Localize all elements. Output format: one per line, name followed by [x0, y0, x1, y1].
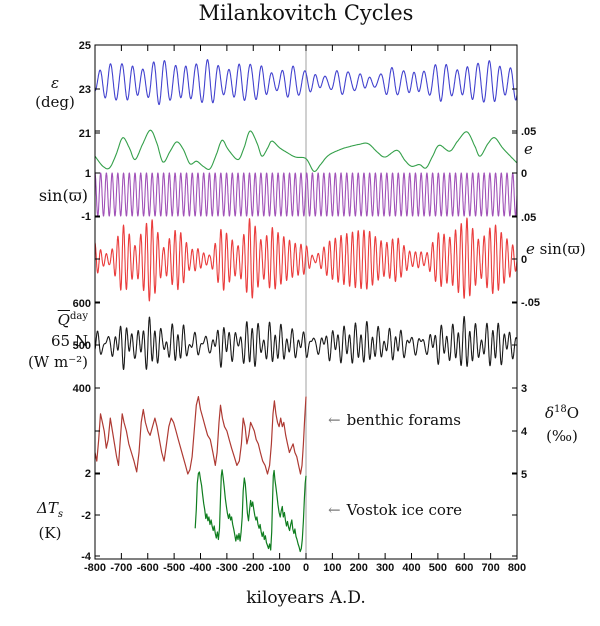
x-tick-label: -100: [269, 562, 291, 574]
x-tick-label: -300: [216, 562, 238, 574]
left-arrow-icon: ←: [328, 411, 341, 429]
x-tick-label: 100: [323, 562, 341, 574]
y-tick-label-eccentricity: 0: [521, 168, 527, 180]
y-tick-label-insolation: 600: [73, 298, 91, 310]
x-tick-label: 800: [508, 562, 526, 574]
x-tick-label: -800: [84, 562, 106, 574]
series-benthic-curve: [95, 396, 307, 475]
x-tick-label: -400: [189, 562, 211, 574]
x-tick-label: -700: [110, 562, 132, 574]
x-tick-label: 400: [402, 562, 420, 574]
y-tick-label-obliquity: 23: [79, 84, 91, 96]
insolation-axis-label: Qday 65 N (W m⁻²): [27, 311, 88, 371]
eccentricity-axis-label: e: [524, 140, 533, 158]
y-tick-label-benthic: 3: [521, 383, 527, 395]
x-tick-label: 600: [455, 562, 473, 574]
esinw-axis-label: e sin(ϖ): [526, 240, 586, 258]
y-tick-label-benthic: 4: [521, 426, 528, 438]
x-axis-label: kiloyears A.D.: [246, 588, 366, 608]
x-tick-label: -200: [242, 562, 264, 574]
obliquity-axis-label: ε (deg): [20, 74, 90, 112]
x-tick-label: -500: [163, 562, 185, 574]
y-tick-label-esinw: 0: [521, 254, 527, 266]
y-tick-label-esinw: .05: [521, 212, 536, 224]
series-insolation-curve: [95, 315, 517, 371]
x-tick-label: 700: [481, 562, 499, 574]
y-tick-label-insolation: 500: [73, 340, 91, 352]
x-tick-label: 0: [303, 562, 309, 574]
d18o-axis-label: δ18O (‰): [544, 404, 580, 445]
epsilon-unit: (deg): [35, 92, 75, 111]
series-esinw-curve: [95, 217, 517, 302]
vostok-ice-core-annotation: ← Vostok ice core: [328, 501, 463, 519]
y-tick-label-vostok: 2: [85, 468, 91, 480]
series-eccentricity-curve: [95, 129, 517, 172]
y-tick-label-esinw: -.05: [521, 297, 540, 309]
y-tick-label-benthic: 5: [521, 469, 527, 481]
y-tick-label-precession: 1: [85, 168, 91, 180]
precession-axis-label: sin(ϖ): [38, 186, 88, 205]
delta-ts-axis-label: ΔTs (K): [37, 499, 63, 542]
series-obliquity-curve: [95, 59, 517, 106]
y-tick-label-vostok: -2: [81, 510, 91, 522]
series-precession-curve: [95, 172, 517, 217]
y-tick-label-obliquity: 25: [79, 40, 91, 52]
q-symbol: Q: [57, 311, 70, 329]
series-vostok-curve: [194, 469, 307, 553]
y-tick-label-insolation: 400: [73, 383, 91, 395]
left-arrow-icon: ←: [328, 501, 341, 519]
epsilon-symbol: ε: [50, 74, 60, 92]
benthic-forams-annotation: ← benthic forams: [328, 411, 461, 429]
y-tick-label-vostok: -4: [81, 551, 92, 563]
y-tick-label-precession: -1: [81, 211, 91, 223]
chart-title: Milankovitch Cycles: [198, 1, 414, 25]
x-tick-label: -600: [137, 562, 159, 574]
x-tick-label: 300: [376, 562, 394, 574]
y-tick-label-obliquity: 21: [79, 128, 91, 140]
x-tick-label: 200: [350, 562, 368, 574]
x-tick-label: 500: [429, 562, 447, 574]
y-tick-label-eccentricity: .05: [521, 126, 536, 138]
